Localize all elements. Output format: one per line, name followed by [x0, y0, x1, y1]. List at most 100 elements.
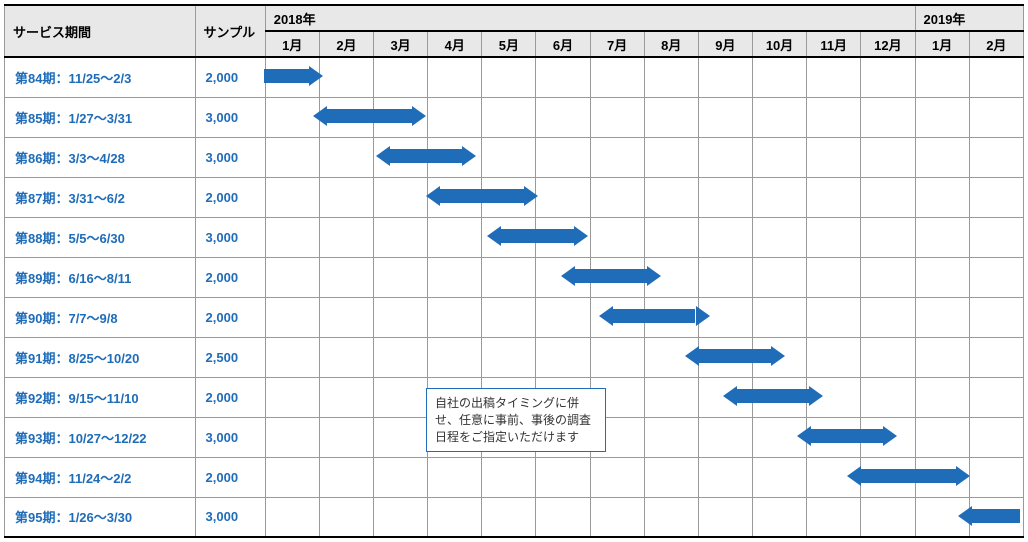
schedule-table: サービス期間 サンプル 2018年 2019年 1月2月3月4月5月6月7月8月…: [4, 4, 1024, 538]
grid-cell: [319, 337, 373, 377]
grid-cell: [861, 257, 915, 297]
grid-cell: [752, 457, 806, 497]
header-month: 2月: [319, 31, 373, 57]
header-month: 8月: [644, 31, 698, 57]
grid-cell: [428, 457, 482, 497]
grid-cell: [374, 177, 428, 217]
header-year-2019: 2019年: [915, 5, 1023, 31]
grid-cell: [590, 337, 644, 377]
grid-cell: [644, 57, 698, 97]
grid-cell: [969, 337, 1023, 377]
grid-cell: [644, 377, 698, 417]
grid-cell: [374, 457, 428, 497]
grid-cell: [644, 217, 698, 257]
grid-cell: [807, 257, 861, 297]
grid-cell: [590, 217, 644, 257]
sample-cell: 2,000: [195, 377, 265, 417]
grid-cell: [969, 377, 1023, 417]
period-cell: 第94期：11/24～2/2: [5, 457, 196, 497]
grid-cell: [752, 217, 806, 257]
period-cell: 第88期：5/5～6/30: [5, 217, 196, 257]
grid-cell: [807, 57, 861, 97]
grid-cell: [807, 217, 861, 257]
header-month: 11月: [807, 31, 861, 57]
grid-cell: [265, 257, 319, 297]
grid-cell: [698, 297, 752, 337]
grid-cell: [915, 257, 969, 297]
period-cell: 第85期：1/27～3/31: [5, 97, 196, 137]
grid-cell: [265, 177, 319, 217]
grid-cell: [644, 457, 698, 497]
grid-cell: [319, 297, 373, 337]
gantt-chart: サービス期間 サンプル 2018年 2019年 1月2月3月4月5月6月7月8月…: [4, 4, 1024, 538]
grid-cell: [698, 497, 752, 537]
grid-cell: [698, 457, 752, 497]
grid-cell: [752, 177, 806, 217]
grid-cell: [752, 417, 806, 457]
annotation-note: 自社の出稿タイミングに併せ、任意に事前、事後の調査日程をご指定いただけます: [426, 388, 606, 452]
grid-cell: [644, 257, 698, 297]
grid-cell: [374, 137, 428, 177]
header-month: 2月: [969, 31, 1023, 57]
grid-cell: [915, 57, 969, 97]
grid-cell: [915, 137, 969, 177]
period-cell: 第87期：3/31～6/2: [5, 177, 196, 217]
header-sample: サンプル: [195, 5, 265, 57]
grid-cell: [265, 417, 319, 457]
grid-cell: [319, 137, 373, 177]
grid-cell: [536, 217, 590, 257]
grid-cell: [752, 377, 806, 417]
sample-cell: 3,000: [195, 137, 265, 177]
grid-cell: [752, 497, 806, 537]
header-month: 4月: [428, 31, 482, 57]
grid-cell: [265, 497, 319, 537]
grid-cell: [644, 97, 698, 137]
sample-cell: 2,000: [195, 457, 265, 497]
grid-cell: [536, 337, 590, 377]
header-month: 10月: [752, 31, 806, 57]
period-cell: 第95期：1/26～3/30: [5, 497, 196, 537]
grid-cell: [698, 57, 752, 97]
grid-cell: [319, 417, 373, 457]
grid-cell: [752, 57, 806, 97]
grid-cell: [536, 257, 590, 297]
grid-cell: [698, 137, 752, 177]
grid-cell: [482, 497, 536, 537]
sample-cell: 2,000: [195, 257, 265, 297]
header-period: サービス期間: [5, 5, 196, 57]
grid-cell: [861, 497, 915, 537]
grid-cell: [265, 297, 319, 337]
grid-cell: [482, 57, 536, 97]
header-month: 7月: [590, 31, 644, 57]
grid-cell: [482, 177, 536, 217]
grid-cell: [319, 177, 373, 217]
grid-cell: [861, 377, 915, 417]
grid-cell: [536, 177, 590, 217]
grid-cell: [428, 497, 482, 537]
grid-cell: [915, 497, 969, 537]
sample-cell: 2,000: [195, 57, 265, 97]
grid-cell: [482, 97, 536, 137]
grid-cell: [482, 217, 536, 257]
grid-cell: [590, 297, 644, 337]
grid-cell: [644, 177, 698, 217]
grid-cell: [590, 137, 644, 177]
grid-cell: [265, 137, 319, 177]
grid-cell: [969, 497, 1023, 537]
grid-cell: [319, 57, 373, 97]
grid-cell: [698, 217, 752, 257]
grid-cell: [265, 57, 319, 97]
grid-cell: [265, 457, 319, 497]
grid-cell: [536, 57, 590, 97]
grid-cell: [807, 97, 861, 137]
grid-cell: [915, 217, 969, 257]
grid-cell: [319, 97, 373, 137]
sample-cell: 2,000: [195, 297, 265, 337]
grid-cell: [861, 297, 915, 337]
grid-cell: [536, 137, 590, 177]
period-cell: 第91期：8/25～10/20: [5, 337, 196, 377]
grid-cell: [590, 97, 644, 137]
grid-cell: [807, 497, 861, 537]
period-cell: 第86期：3/3～4/28: [5, 137, 196, 177]
grid-cell: [969, 297, 1023, 337]
